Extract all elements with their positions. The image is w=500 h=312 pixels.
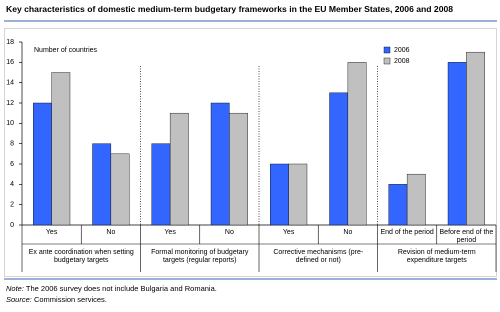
x-tick-label: Yes <box>164 229 176 236</box>
bar <box>169 112 189 226</box>
y-tick-label: 12 <box>6 100 14 107</box>
bar <box>288 163 308 226</box>
bar <box>466 51 485 226</box>
y-tick-label: 16 <box>6 59 14 66</box>
y-tick-label: 6 <box>10 161 14 168</box>
bar <box>347 62 367 226</box>
y-tick-label: 0 <box>10 222 14 229</box>
legend-swatch <box>383 46 391 54</box>
bar <box>33 102 52 226</box>
y-tick-label: 4 <box>10 181 14 188</box>
bar <box>329 92 349 226</box>
y-tick-label: 18 <box>6 39 14 46</box>
x-tick-label: No <box>106 229 116 236</box>
y-tick-label: 8 <box>10 141 14 148</box>
bar <box>388 184 408 226</box>
x-tick-label: End of the period <box>380 229 434 236</box>
bar <box>270 163 289 226</box>
group-label: Corrective mechanisms (pre-defined or no… <box>273 249 364 264</box>
x-tick-label: Yes <box>45 229 58 236</box>
legend-label: 2006 <box>394 47 410 54</box>
bar <box>229 112 248 226</box>
chart-title: Key characteristics of domestic medium-t… <box>6 4 454 14</box>
y-tick-label: 14 <box>6 80 14 87</box>
bar <box>51 72 71 226</box>
x-tick-label: No <box>343 229 353 236</box>
x-tick-label: No <box>224 229 234 236</box>
bar <box>447 62 467 226</box>
source-label: Source: <box>6 295 32 304</box>
y-tick-label: 10 <box>6 120 14 127</box>
note-text: The 2006 survey does not include Bulgari… <box>25 284 217 293</box>
bar <box>406 173 426 226</box>
x-tick-label: Yes <box>282 229 295 236</box>
source-text: Commission services. <box>33 295 107 304</box>
chart-frame <box>4 28 497 277</box>
bar <box>210 102 230 226</box>
group-label: Ex ante coordination when setting budget… <box>28 249 134 264</box>
legend-label: 2008 <box>394 58 410 65</box>
group-label: Revision of medium-term expenditure targ… <box>397 249 476 264</box>
bar <box>92 143 112 226</box>
bar <box>110 153 130 226</box>
bar <box>151 143 171 226</box>
group-label: Formal monitoring of budgetary targets (… <box>151 249 249 264</box>
note-label: Note: <box>6 284 24 293</box>
y-tick-label: 2 <box>10 202 14 209</box>
y-axis-label: Number of countries <box>34 47 98 54</box>
x-tick-label: Before end of the period <box>439 229 494 244</box>
legend-swatch <box>383 57 391 65</box>
